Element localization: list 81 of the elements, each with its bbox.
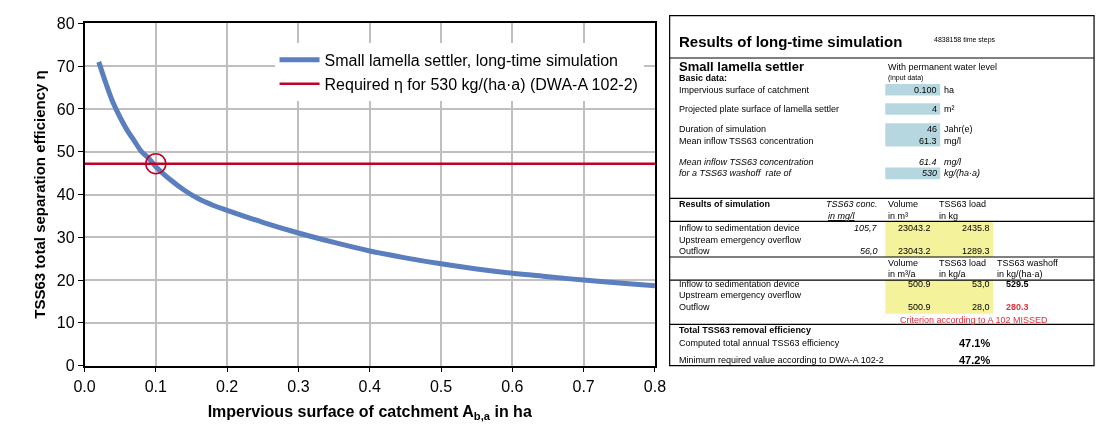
text: 529.5	[1006, 279, 1029, 289]
text: Inflow to sedimentation device	[679, 279, 800, 289]
text: Jahr(e)	[944, 124, 973, 134]
text: 1289.3	[962, 246, 990, 256]
text: 56,0	[860, 246, 878, 256]
text: Duration of simulation	[679, 124, 767, 134]
x-axis-title: Impervious surface of catchment A$_{b,a}$ in ha	[207, 402, 532, 423]
text: 61.4	[919, 157, 937, 167]
text: in kg/a	[939, 269, 966, 279]
text: Mean inflow TSS63 concentration	[679, 157, 814, 167]
text: m²	[944, 104, 955, 114]
text: Total TSS63 removal efficiency	[679, 325, 811, 335]
text: 46	[927, 124, 938, 134]
text: 53,0	[972, 279, 990, 289]
y-tick-label: 70	[56, 57, 75, 75]
text: 530	[922, 168, 938, 178]
text: in kg/(ha·a)	[997, 269, 1043, 279]
text: 4	[932, 104, 938, 114]
text: ha	[944, 85, 955, 95]
y-tick-label: 80	[56, 14, 75, 32]
text: for a TSS63 washoff rate of	[679, 168, 793, 178]
x-tick-label: 0.8	[643, 377, 667, 395]
x-tick-label: 0.2	[216, 377, 239, 395]
text: Volume	[888, 199, 919, 209]
text: 47.2%	[959, 354, 991, 366]
text: in m³/a	[888, 269, 916, 279]
text: Basic data:	[679, 73, 728, 83]
text: Minimum required value according to DWA-A 102-2	[679, 355, 884, 365]
text: TSS63 load	[939, 258, 987, 268]
text: TSS63 washoff	[997, 258, 1059, 268]
y-tick-label: 50	[56, 143, 75, 161]
text: Small lamella settler	[679, 59, 805, 74]
text: Outflow	[679, 302, 711, 312]
text: Volume	[888, 258, 919, 268]
text: 2435.8	[962, 223, 990, 233]
text: 23043.2	[898, 223, 931, 233]
x-tick-label: 0.7	[572, 377, 595, 395]
text: Results of simulation	[679, 199, 771, 209]
x-tick-label: 0.6	[501, 377, 524, 395]
text: Inflow to sedimentation device	[679, 223, 800, 233]
text: TSS63 conc.	[826, 199, 878, 209]
text: Upstream emergency overflow	[679, 290, 802, 300]
x-tick-label: 0.0	[73, 377, 96, 395]
text: 500.9	[908, 302, 931, 312]
text: in mg/l	[828, 211, 856, 221]
y-axis-title: TSS63 total separation efficiency η	[30, 70, 48, 319]
text: Impervious surface of catchment	[679, 85, 810, 95]
y-tick-label: 0	[65, 357, 75, 375]
text: Upstream emergency overflow	[679, 235, 802, 245]
text: 500.9	[908, 279, 931, 289]
text: Mean inflow TSS63 concentration	[679, 136, 814, 146]
text: 28,0	[972, 302, 990, 312]
text: 23043.2	[898, 246, 931, 256]
text: Projected plate surface of lamella settler	[679, 104, 840, 114]
y-tick-label: 10	[56, 314, 75, 332]
text: mg/l	[944, 157, 962, 167]
x-tick-label: 0.4	[358, 377, 381, 395]
legend-label: Small lamella settler, long-time simulation	[324, 52, 618, 70]
y-tick-label: 60	[56, 100, 75, 118]
text: kg/(ha·a)	[944, 168, 981, 178]
text: Criterion according to A 102 MISSED	[900, 315, 1049, 325]
text: mg/l	[944, 136, 962, 146]
text: TSS63 load	[939, 199, 987, 209]
text: 0.100	[914, 85, 937, 95]
text: 47.1%	[959, 337, 991, 349]
y-tick-label: 40	[56, 186, 75, 204]
y-tick-label: 20	[56, 271, 75, 289]
text: in kg	[939, 211, 959, 221]
x-tick-label: 0.1	[144, 377, 168, 395]
x-tick-label: 0.5	[429, 377, 453, 395]
text: Computed total annual TSS63 efficiency	[679, 338, 840, 348]
x-tick-label: 0.3	[287, 377, 310, 395]
y-tick-label: 30	[56, 228, 75, 246]
text: Outflow	[679, 246, 711, 256]
text: With permanent water level	[888, 62, 998, 72]
text: in m³	[888, 211, 908, 221]
text: Results of long-time simulation	[679, 33, 903, 50]
legend-label: Required η for 530 kg/(ha·a) (DWA-A 102-2)	[324, 75, 638, 93]
text: 105,7	[854, 223, 878, 233]
text: 61.3	[919, 136, 937, 146]
text: 280.3	[1006, 302, 1029, 312]
